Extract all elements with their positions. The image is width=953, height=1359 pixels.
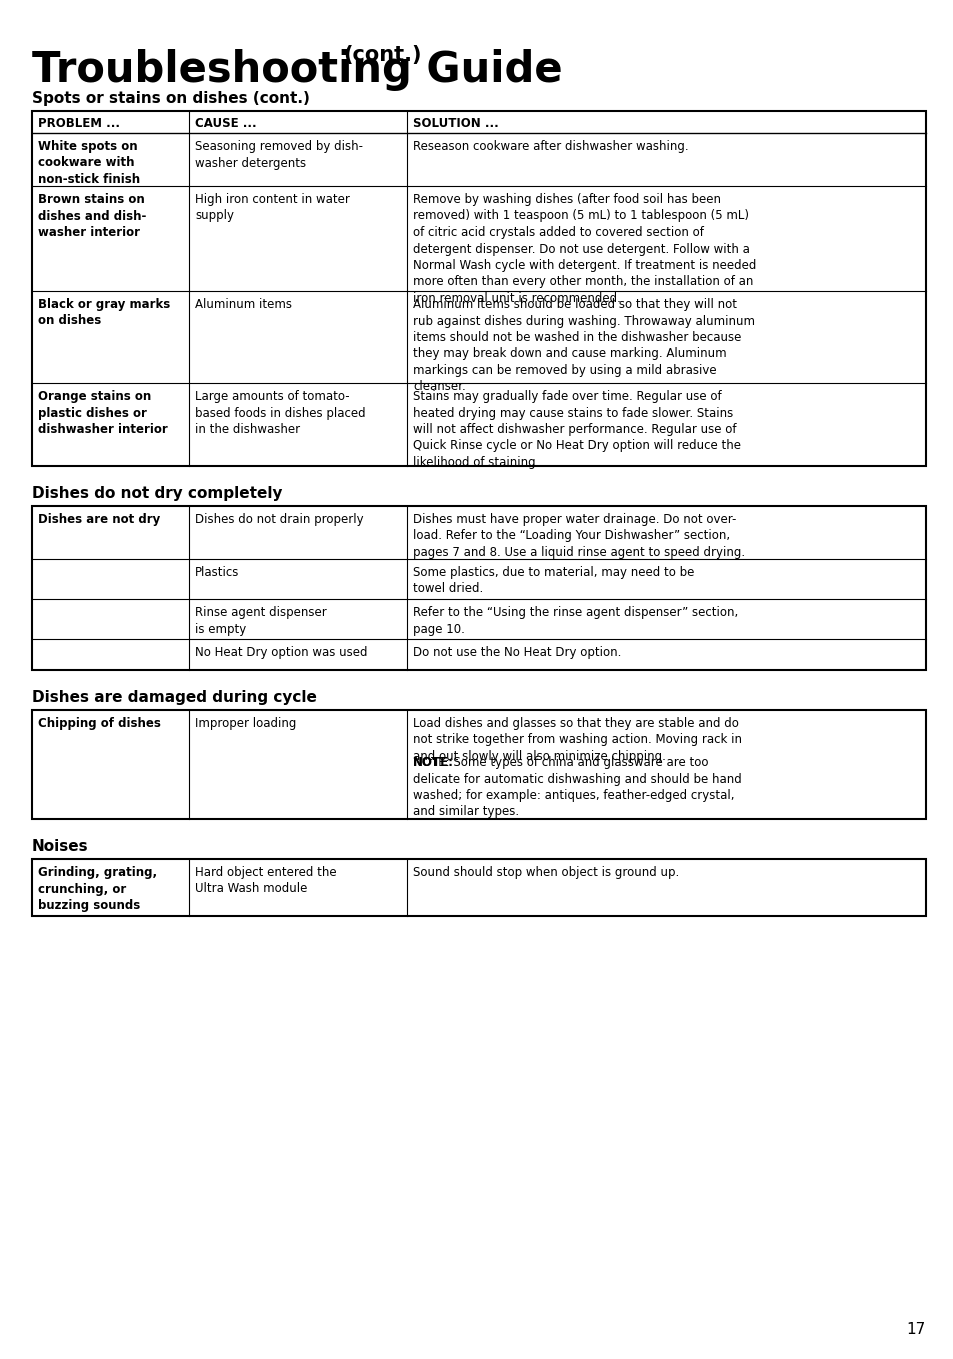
Text: Remove by washing dishes (after food soil has been
removed) with 1 teaspoon (5 m: Remove by washing dishes (after food soi… xyxy=(413,193,756,304)
Text: Do not use the No Heat Dry option.: Do not use the No Heat Dry option. xyxy=(413,646,620,659)
Text: SOLUTION ...: SOLUTION ... xyxy=(413,117,498,130)
Text: Orange stains on
plastic dishes or
dishwasher interior: Orange stains on plastic dishes or dishw… xyxy=(38,390,168,436)
Text: Noises: Noises xyxy=(32,839,89,853)
Text: Stains may gradually fade over time. Regular use of
heated drying may cause stai: Stains may gradually fade over time. Reg… xyxy=(413,390,740,469)
Text: Some plastics, due to material, may need to be
towel dried.: Some plastics, due to material, may need… xyxy=(413,565,694,595)
Text: NOTE:: NOTE: xyxy=(413,756,454,769)
Text: Troubleshooting Guide: Troubleshooting Guide xyxy=(32,49,562,91)
Bar xyxy=(32,506,925,670)
Text: Reseason cookware after dishwasher washing.: Reseason cookware after dishwasher washi… xyxy=(413,140,688,154)
Text: Aluminum items: Aluminum items xyxy=(194,298,292,311)
Text: High iron content in water
supply: High iron content in water supply xyxy=(194,193,350,223)
Text: PROBLEM ...: PROBLEM ... xyxy=(38,117,120,130)
Text: 17: 17 xyxy=(905,1322,925,1337)
Text: Plastics: Plastics xyxy=(194,565,239,579)
Text: Sound should stop when object is ground up.: Sound should stop when object is ground … xyxy=(413,866,679,879)
Bar xyxy=(32,859,925,916)
Text: No Heat Dry option was used: No Heat Dry option was used xyxy=(194,646,367,659)
Text: (cont.): (cont.) xyxy=(342,45,421,65)
Text: Dishes do not drain properly: Dishes do not drain properly xyxy=(194,512,363,526)
Text: Hard object entered the
Ultra Wash module: Hard object entered the Ultra Wash modul… xyxy=(194,866,336,896)
Text: Large amounts of tomato-
based foods in dishes placed
in the dishwasher: Large amounts of tomato- based foods in … xyxy=(194,390,365,436)
Text: Aluminum items should be loaded so that they will not
rub against dishes during : Aluminum items should be loaded so that … xyxy=(413,298,754,394)
Text: Brown stains on
dishes and dish-
washer interior: Brown stains on dishes and dish- washer … xyxy=(38,193,146,239)
Text: Dishes do not dry completely: Dishes do not dry completely xyxy=(32,487,282,501)
Text: Spots or stains on dishes (cont.): Spots or stains on dishes (cont.) xyxy=(32,91,310,106)
Text: Black or gray marks
on dishes: Black or gray marks on dishes xyxy=(38,298,170,328)
Text: Chipping of dishes: Chipping of dishes xyxy=(38,718,161,730)
Text: Dishes are not dry: Dishes are not dry xyxy=(38,512,160,526)
Text: Seasoning removed by dish-
washer detergents: Seasoning removed by dish- washer deterg… xyxy=(194,140,363,170)
Text: White spots on
cookware with
non-stick finish: White spots on cookware with non-stick f… xyxy=(38,140,140,186)
Text: Grinding, grating,
crunching, or
buzzing sounds: Grinding, grating, crunching, or buzzing… xyxy=(38,866,157,912)
Bar xyxy=(32,709,925,819)
Bar xyxy=(32,111,925,466)
Text: Load dishes and glasses so that they are stable and do
not strike together from : Load dishes and glasses so that they are… xyxy=(413,718,741,762)
Text: Dishes must have proper water drainage. Do not over-
load. Refer to the “Loading: Dishes must have proper water drainage. … xyxy=(413,512,744,559)
Text: Rinse agent dispenser
is empty: Rinse agent dispenser is empty xyxy=(194,606,327,636)
Text: Improper loading: Improper loading xyxy=(194,718,296,730)
Text: CAUSE ...: CAUSE ... xyxy=(194,117,256,130)
Text: Refer to the “Using the rinse agent dispenser” section,
page 10.: Refer to the “Using the rinse agent disp… xyxy=(413,606,738,636)
Text: Dishes are damaged during cycle: Dishes are damaged during cycle xyxy=(32,690,316,705)
Text: NOTE: Some types of china and glassware are too
delicate for automatic dishwashi: NOTE: Some types of china and glassware … xyxy=(413,756,741,818)
